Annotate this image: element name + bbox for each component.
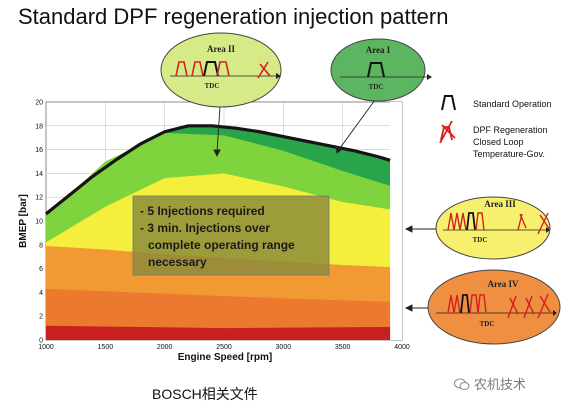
y-tick-label: 16 xyxy=(35,147,43,154)
y-axis-ticks: 0 2 4 6 8 10 12 14 16 18 20 xyxy=(35,100,43,345)
callout-pointers xyxy=(213,99,438,312)
source-footer: BOSCH相关文件 xyxy=(152,386,258,402)
tdc-label: TDC xyxy=(205,82,220,90)
watermark-text: 农机技术 xyxy=(474,377,527,392)
x-tick-label: 1000 xyxy=(38,344,54,351)
regeneration-pulse-icon xyxy=(439,120,456,144)
tdc-label: TDC xyxy=(473,236,488,244)
x-tick-label: 4000 xyxy=(394,344,410,351)
callout-title: Area IV xyxy=(487,279,519,289)
y-tick-label: 4 xyxy=(39,290,43,297)
y-tick-label: 6 xyxy=(39,266,43,273)
annotation-line: - 5 Injections required xyxy=(140,204,265,218)
x-tick-label: 3500 xyxy=(335,344,351,351)
callout-area-iv: Area IV TDC xyxy=(427,269,561,345)
annotation-line: - 3 min. Injections over xyxy=(140,221,270,235)
callout-area-ii: Area II TDC xyxy=(160,32,282,108)
wechat-icon xyxy=(454,378,470,390)
annotation-box: - 5 Injections required - 3 min. Injecti… xyxy=(132,195,330,276)
chart-title: Standard DPF regeneration injection patt… xyxy=(18,4,449,29)
tdc-label: TDC xyxy=(480,320,495,328)
y-tick-label: 14 xyxy=(35,171,43,178)
motoring-band xyxy=(46,325,397,340)
x-axis-ticks: 1000 1500 2000 2500 3000 3500 4000 xyxy=(38,344,410,351)
x-tick-label: 1500 xyxy=(98,344,114,351)
y-tick-label: 20 xyxy=(35,100,43,107)
legend-label: Closed Loop xyxy=(473,137,524,147)
callout-area-iii: Area III TDC xyxy=(435,196,551,260)
plot-margin xyxy=(390,102,402,340)
legend-label: Temperature-Gov. xyxy=(473,149,545,159)
annotation-line: necessary xyxy=(148,255,207,269)
callout-title: Area II xyxy=(207,44,236,54)
y-tick-label: 18 xyxy=(35,123,43,130)
x-tick-label: 2500 xyxy=(216,344,232,351)
tdc-label: TDC xyxy=(369,83,384,91)
full-load-line xyxy=(44,124,391,216)
x-axis-label: Engine Speed [rpm] xyxy=(178,352,272,363)
full-load-curve xyxy=(44,124,391,216)
y-tick-label: 10 xyxy=(35,219,43,226)
y-tick-label: 12 xyxy=(35,195,43,202)
callout-area-i: Area I TDC xyxy=(330,38,432,102)
y-axis-label: BMEP [bar] xyxy=(18,194,29,248)
legend-label: DPF Regeneration xyxy=(473,125,548,135)
callout-title: Area III xyxy=(484,199,516,209)
callout-title: Area I xyxy=(366,45,391,55)
x-tick-label: 3000 xyxy=(276,344,292,351)
standard-pulse-icon xyxy=(441,95,456,111)
y-tick-label: 8 xyxy=(39,242,43,249)
legend-label: Standard Operation xyxy=(473,99,552,109)
x-tick-label: 2000 xyxy=(157,344,173,351)
y-tick-label: 2 xyxy=(39,314,43,321)
legend: Standard Operation DPF Regeneration Clos… xyxy=(439,95,552,159)
annotation-line: complete operating range xyxy=(148,238,295,252)
watermark: 农机技术 xyxy=(454,374,526,393)
y-tick-label: 0 xyxy=(39,338,43,345)
